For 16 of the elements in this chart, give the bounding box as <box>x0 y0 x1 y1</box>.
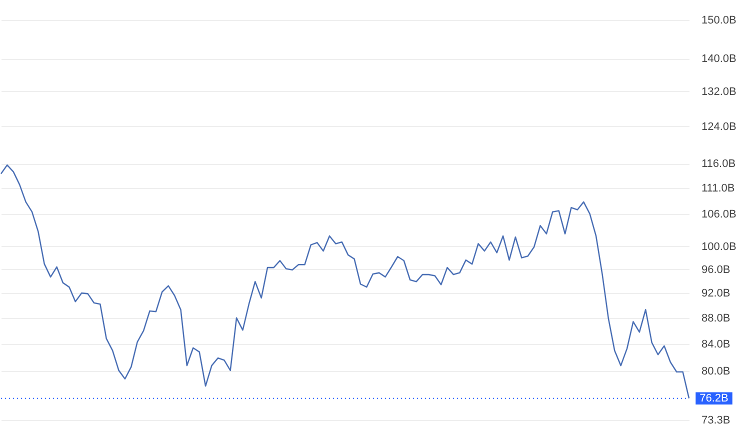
ref-line-label: 76.2B <box>700 392 728 404</box>
line-series <box>0 164 690 399</box>
y-tick-label: 132.0B <box>702 86 736 98</box>
y-tick-label: 88.0B <box>702 312 730 324</box>
y-tick-label: 84.0B <box>702 338 730 350</box>
y-tick-label: 100.0B <box>702 240 736 253</box>
y-tick-label: 124.0B <box>702 120 736 133</box>
y-tick-label: 106.0B <box>702 208 736 220</box>
y-tick-label: 116.0B <box>702 158 736 170</box>
y-tick-label: 150.0B <box>702 14 736 26</box>
y-tick-label: 92.0B <box>702 288 730 300</box>
y-tick-label: 140.0B <box>702 53 736 66</box>
y-tick-label: 96.0B <box>702 264 730 276</box>
y-tick-label: 80.0B <box>702 366 730 378</box>
y-tick-label: 111.0B <box>702 182 735 195</box>
y-tick-label: 73.3B <box>702 414 730 426</box>
